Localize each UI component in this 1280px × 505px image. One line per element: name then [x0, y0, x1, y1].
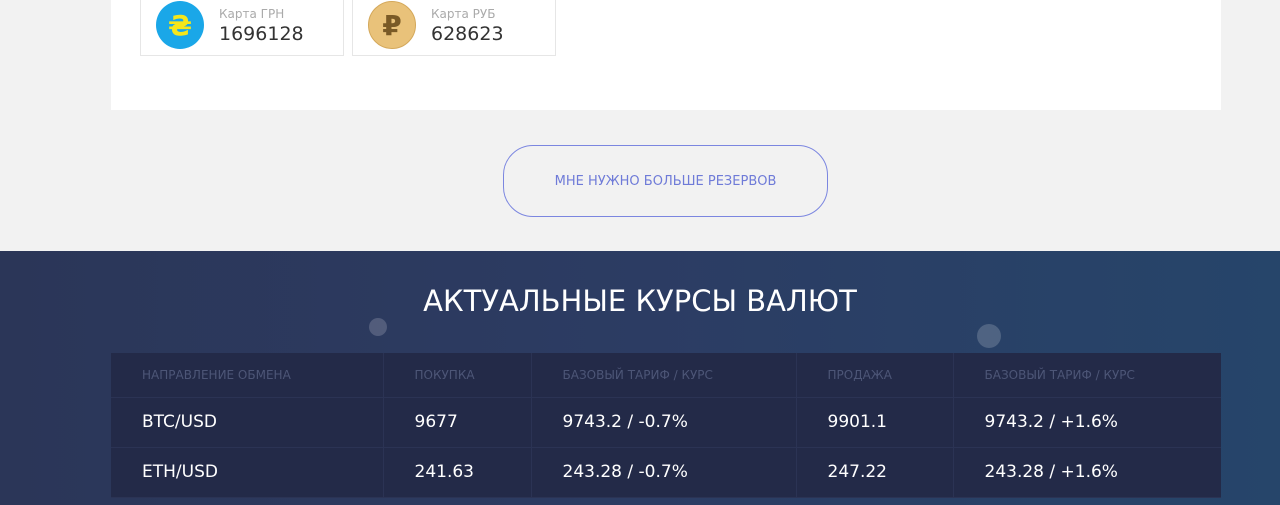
sell: 247.22 [796, 447, 954, 498]
col-header: ПОКУПКА [383, 353, 532, 398]
table-row: ETH/USD 241.63 243.28 / -0.7% 247.22 243… [111, 447, 1221, 498]
col-header: БАЗОВЫЙ ТАРИФ / КУРС [953, 353, 1221, 398]
table-row: BTC/USD 9677 9743.2 / -0.7% 9901.1 9743.… [111, 397, 1221, 448]
col-header: БАЗОВЫЙ ТАРИФ / КУРС [531, 353, 797, 398]
rates-table: НАПРАВЛЕНИЕ ОБМЕНА ПОКУПКА БАЗОВЫЙ ТАРИФ… [111, 353, 1221, 498]
decor-dot [977, 324, 1001, 348]
reserve-card-rub: ₽ Карта РУБ 628623 [352, 0, 556, 56]
col-header: ПРОДАЖА [796, 353, 954, 398]
reserves-panel: ₴ Карта ГРН 1696128 ₽ Карта РУБ 628623 [111, 0, 1221, 110]
reserve-card-uah: ₴ Карта ГРН 1696128 [140, 0, 344, 56]
pair: BTC/USD [111, 397, 384, 448]
decor-dot [369, 318, 387, 336]
sell: 9901.1 [796, 397, 954, 448]
sell-base: 243.28 / +1.6% [953, 447, 1221, 498]
rates-title: АКТУАЛЬНЫЕ КУРСЫ ВАЛЮТ [423, 284, 857, 318]
hryvnia-icon: ₴ [156, 1, 204, 49]
pair: ETH/USD [111, 447, 384, 498]
buy: 241.63 [383, 447, 532, 498]
reserve-label: Карта РУБ [431, 7, 496, 21]
col-header: НАПРАВЛЕНИЕ ОБМЕНА [111, 353, 384, 398]
buy-base: 243.28 / -0.7% [531, 447, 797, 498]
buy-base: 9743.2 / -0.7% [531, 397, 797, 448]
table-header-row: НАПРАВЛЕНИЕ ОБМЕНА ПОКУПКА БАЗОВЫЙ ТАРИФ… [111, 353, 1221, 398]
sell-base: 9743.2 / +1.6% [953, 397, 1221, 448]
ruble-icon: ₽ [368, 1, 416, 49]
reserve-value: 1696128 [219, 23, 304, 45]
reserve-value: 628623 [431, 23, 504, 45]
more-reserves-button[interactable]: МНЕ НУЖНО БОЛЬШЕ РЕЗЕРВОВ [503, 145, 828, 217]
reserve-label: Карта ГРН [219, 7, 285, 21]
buy: 9677 [383, 397, 532, 448]
